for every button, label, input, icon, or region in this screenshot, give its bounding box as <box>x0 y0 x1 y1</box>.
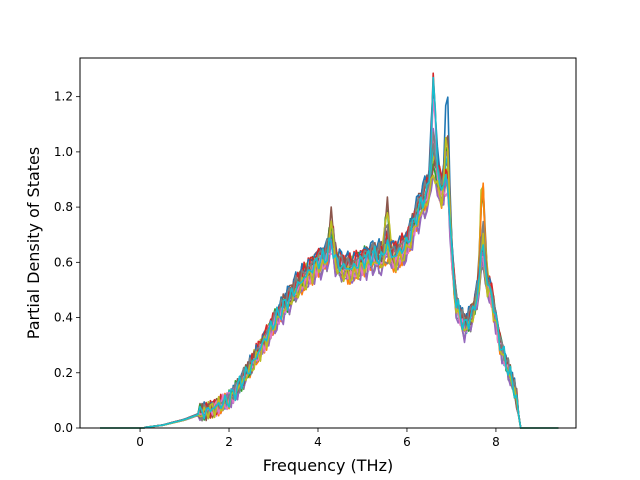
y-axis-ticks: 0.0 0.2 0.4 0.6 0.8 1.0 1.2 <box>54 90 80 435</box>
x-tick-label: 6 <box>403 435 411 449</box>
x-tick-label: 0 <box>136 435 144 449</box>
y-axis-label: Partial Density of States <box>24 147 43 339</box>
y-tick-label: 0.0 <box>54 421 73 435</box>
x-tick-label: 8 <box>492 435 500 449</box>
y-tick-label: 0.4 <box>54 311 73 325</box>
plot-frame <box>79 57 577 429</box>
pdos-series-line <box>100 76 559 429</box>
x-tick-label: 4 <box>314 435 322 449</box>
y-tick-label: 1.2 <box>54 90 73 104</box>
series-layer <box>100 72 559 429</box>
x-axis-ticks: 0 2 4 6 8 <box>136 428 500 449</box>
y-tick-label: 0.6 <box>54 255 73 269</box>
y-tick-label: 0.8 <box>54 200 73 214</box>
x-axis-label: Frequency (THz) <box>263 456 393 475</box>
x-tick-label: 2 <box>225 435 233 449</box>
y-tick-label: 1.0 <box>54 145 73 159</box>
y-tick-label: 0.2 <box>54 366 73 380</box>
